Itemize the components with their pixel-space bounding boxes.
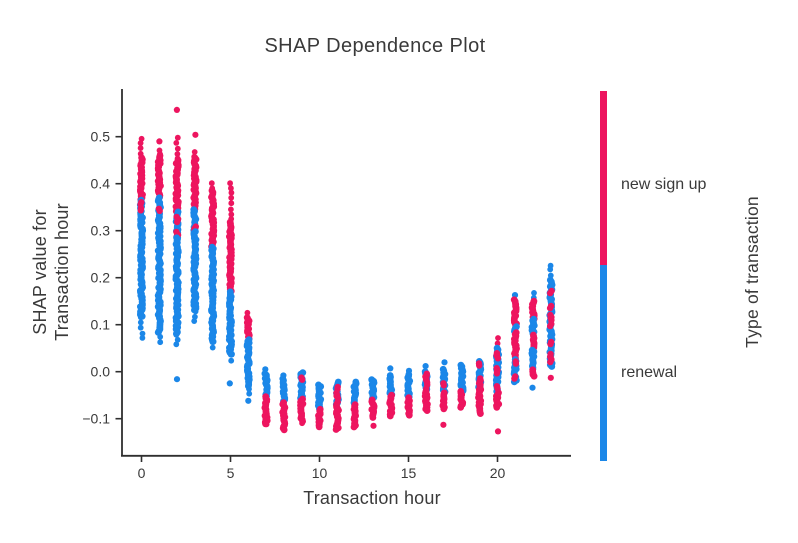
y-tick-label: 0.4 <box>91 176 111 192</box>
y-tick-label: 0.3 <box>91 223 111 239</box>
y-tick-label: 0.5 <box>91 129 111 145</box>
x-tick-label: 10 <box>312 465 328 481</box>
scatter-points <box>136 106 556 435</box>
x-tick-label: 5 <box>227 465 235 481</box>
x-tick-label: 15 <box>401 465 417 481</box>
colorbar: new sign up renewal Type of transaction <box>600 91 762 461</box>
y-tick-label: −0.1 <box>82 411 110 427</box>
colorbar-new-sign-up-segment <box>600 91 607 265</box>
y-tick-label: 0.0 <box>91 364 111 380</box>
legend-label-new-sign-up: new sign up <box>621 176 706 193</box>
axis-ticks: 0.5 0.4 0.3 0.2 0.1 0.0 −0.1 0 5 10 15 20 <box>82 129 505 481</box>
legend-label-renewal: renewal <box>621 364 677 381</box>
x-tick-label: 20 <box>490 465 506 481</box>
colorbar-renewal-segment <box>600 265 607 461</box>
x-tick-label: 0 <box>138 465 146 481</box>
chart-title: SHAP Dependence Plot <box>264 35 485 57</box>
x-axis-label: Transaction hour <box>303 488 441 508</box>
legend-title: Type of transaction <box>742 196 762 348</box>
y-axis-label-line1: SHAP value for <box>30 209 50 335</box>
y-tick-label: 0.2 <box>91 270 111 286</box>
y-axis-label-line2: Transaction hour <box>52 203 72 341</box>
y-tick-label: 0.1 <box>91 317 111 333</box>
